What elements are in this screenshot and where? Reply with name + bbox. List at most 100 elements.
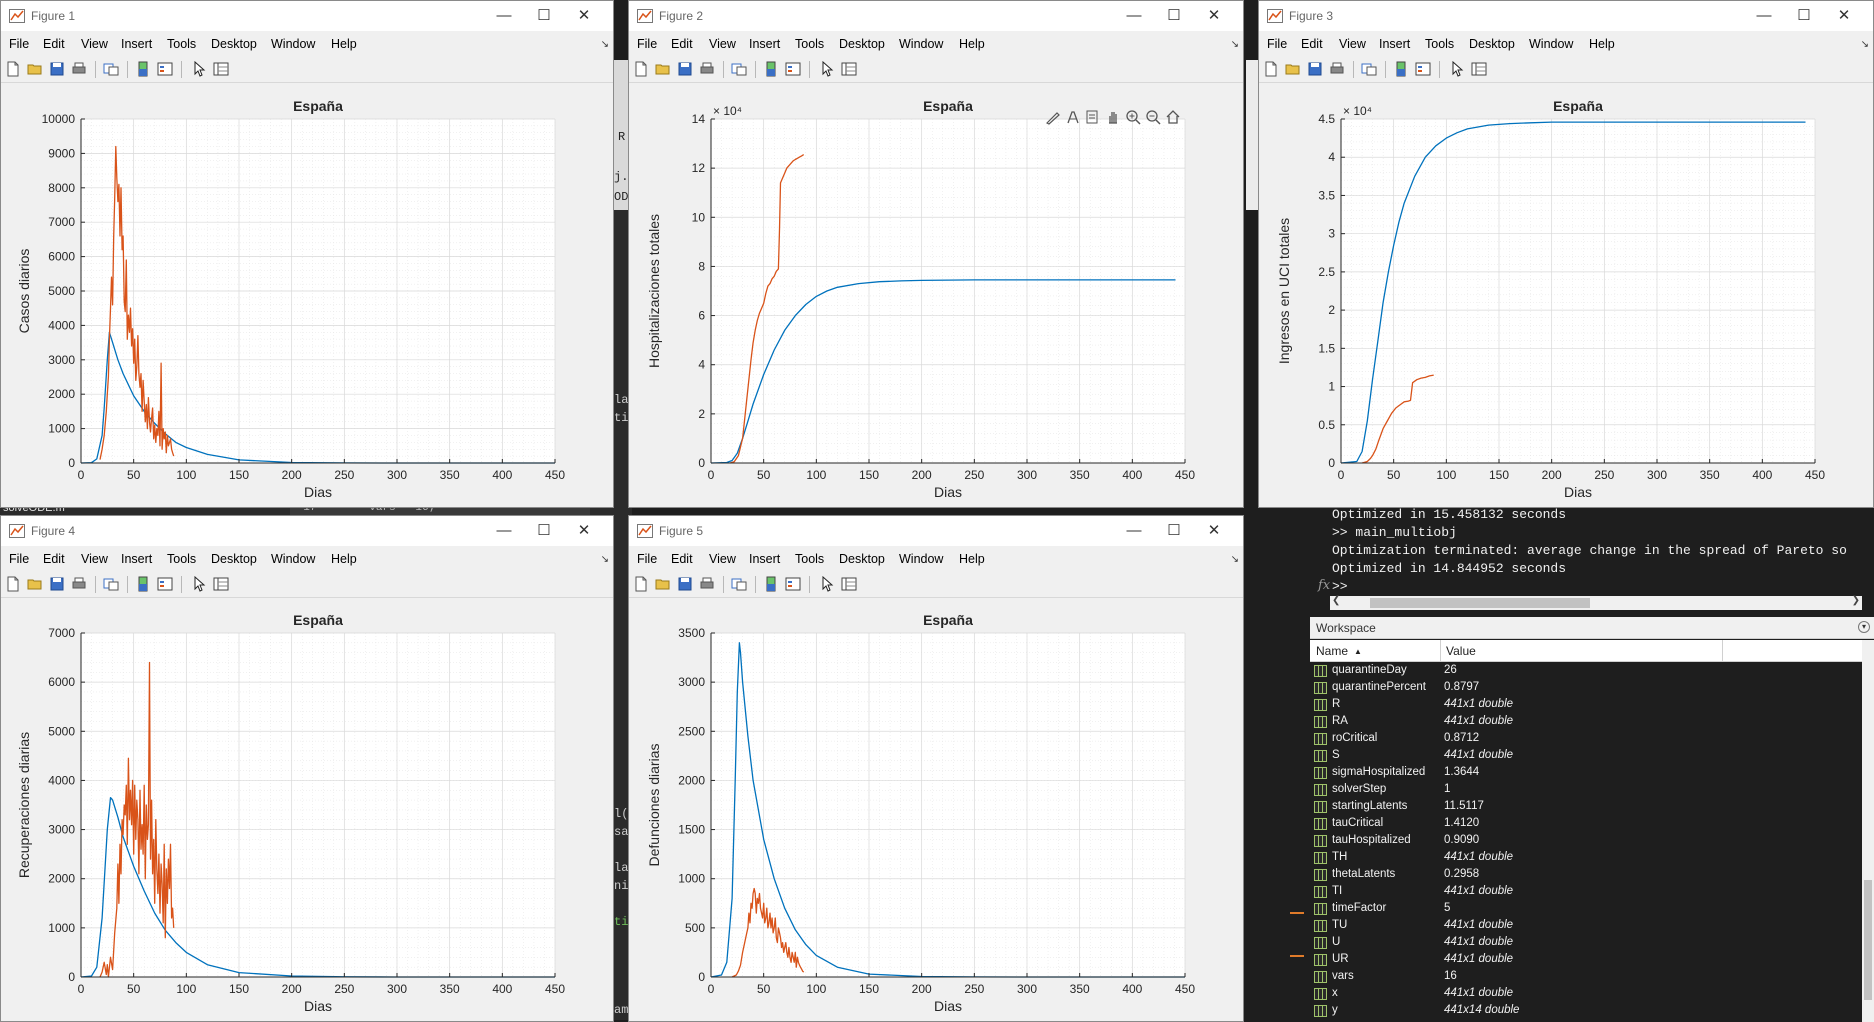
new-figure-icon[interactable] xyxy=(1263,61,1279,77)
panel-actions-icon[interactable]: ▾ xyxy=(1858,621,1870,633)
menu-window[interactable]: Window xyxy=(899,37,944,51)
property-inspector-icon[interactable] xyxy=(1471,61,1487,77)
workspace-variable-row[interactable]: S 441x1 double xyxy=(1310,748,1862,765)
colorbar-icon[interactable] xyxy=(763,61,779,77)
workspace-variable-row[interactable]: thetaLatents 0.2958 xyxy=(1310,867,1862,884)
property-inspector-icon[interactable] xyxy=(213,61,229,77)
maximize-icon[interactable]: ☐ xyxy=(537,7,551,24)
menu-edit[interactable]: Edit xyxy=(43,37,65,51)
workspace-variable-row[interactable]: R 441x1 double xyxy=(1310,697,1862,714)
menu-file[interactable]: File xyxy=(637,552,658,566)
open-file-icon[interactable] xyxy=(655,61,671,77)
menu-insert[interactable]: Insert xyxy=(121,552,153,566)
workspace-variable-row[interactable]: timeFactor 5 xyxy=(1310,901,1862,918)
menu-insert[interactable]: Insert xyxy=(1379,37,1411,51)
menu-help[interactable]: Help xyxy=(959,552,985,566)
chart-axes[interactable]: 0 50 100 150 200 250 300 350 400 450 0 1000 2000 3000… xyxy=(1,84,613,507)
edit-plot-icon[interactable] xyxy=(819,575,835,592)
property-inspector-icon[interactable] xyxy=(841,61,857,77)
figure-titlebar[interactable]: Figure 1 — ☐ ✕ xyxy=(1,1,613,31)
figure-window[interactable]: Figure 4 — ☐ ✕ File Edit View Insert Tools Deskto… xyxy=(0,515,614,1022)
property-inspector-icon[interactable] xyxy=(213,576,229,592)
print-icon[interactable] xyxy=(71,61,87,77)
figure-titlebar[interactable]: Figure 4 — ☐ ✕ xyxy=(1,516,613,546)
menu-tools[interactable]: Tools xyxy=(795,37,825,51)
new-figure-icon[interactable] xyxy=(5,576,21,592)
minimize-icon[interactable]: — xyxy=(496,7,512,24)
function-browser-icon[interactable]: fx xyxy=(1318,578,1331,593)
menu-edit[interactable]: Edit xyxy=(671,552,693,566)
chart-axes[interactable]: 0 50 100 150 200 250 300 350 400 450 0 0.5 1 1.5 2 2.5 3… xyxy=(1259,84,1873,507)
workspace-variable-row[interactable]: tauHospitalized 0.9090 xyxy=(1310,833,1862,850)
menu-help[interactable]: Help xyxy=(959,37,985,51)
menu-window[interactable]: Window xyxy=(899,552,944,566)
menu-file[interactable]: File xyxy=(1267,37,1288,51)
menu-file[interactable]: File xyxy=(637,37,658,51)
dock-arrow-icon[interactable]: ↘ xyxy=(1230,554,1239,565)
menu-insert[interactable]: Insert xyxy=(749,37,781,51)
figure-window[interactable]: Figure 5 — ☐ ✕ File Edit View Insert Tools Deskto… xyxy=(628,515,1244,1022)
workspace-scrollbar[interactable] xyxy=(1862,640,1874,1022)
menu-help[interactable]: Help xyxy=(331,552,357,566)
menu-desktop[interactable]: Desktop xyxy=(839,37,885,51)
menu-help[interactable]: Help xyxy=(331,37,357,51)
workspace-variable-row[interactable]: TU 441x1 double xyxy=(1310,918,1862,935)
workspace-variable-row[interactable]: roCritical 0.8712 xyxy=(1310,731,1862,748)
workspace-variable-row[interactable]: tauCritical 1.4120 xyxy=(1310,816,1862,833)
maximize-icon[interactable]: ☐ xyxy=(1167,7,1181,24)
legend-icon[interactable] xyxy=(157,576,173,592)
data-tip-icon[interactable] xyxy=(1065,109,1081,125)
legend-icon[interactable] xyxy=(1415,61,1431,77)
link-plot-icon[interactable] xyxy=(103,576,119,592)
legend-icon[interactable] xyxy=(785,576,801,592)
menu-window[interactable]: Window xyxy=(1529,37,1574,51)
menu-window[interactable]: Window xyxy=(271,552,316,566)
menu-file[interactable]: File xyxy=(9,552,30,566)
menu-window[interactable]: Window xyxy=(271,37,316,51)
menu-edit[interactable]: Edit xyxy=(1301,37,1323,51)
edit-plot-icon[interactable] xyxy=(191,575,207,592)
close-icon[interactable]: ✕ xyxy=(1207,7,1221,24)
maximize-icon[interactable]: ☐ xyxy=(1167,522,1181,539)
colorbar-icon[interactable] xyxy=(135,61,151,77)
link-plot-icon[interactable] xyxy=(103,61,119,77)
workspace-variable-row[interactable]: quarantineDay 26 xyxy=(1310,663,1862,680)
column-header-value[interactable]: Value xyxy=(1446,644,1476,658)
close-icon[interactable]: ✕ xyxy=(1207,522,1221,539)
open-file-icon[interactable] xyxy=(27,61,43,77)
menu-desktop[interactable]: Desktop xyxy=(1469,37,1515,51)
new-figure-icon[interactable] xyxy=(5,61,21,77)
close-icon[interactable]: ✕ xyxy=(577,7,591,24)
workspace-variable-row[interactable]: vars 16 xyxy=(1310,969,1862,986)
minimize-icon[interactable]: — xyxy=(1756,7,1772,24)
edit-plot-icon[interactable] xyxy=(819,60,835,77)
workspace-variable-row[interactable]: sigmaHospitalized 1.3644 xyxy=(1310,765,1862,782)
workspace-variable-row[interactable]: startingLatents 11.5117 xyxy=(1310,799,1862,816)
figure-window[interactable]: Figure 2 — ☐ ✕ File Edit View Insert Tools Deskto… xyxy=(628,0,1244,508)
menu-tools[interactable]: Tools xyxy=(1425,37,1455,51)
workspace-variable-row[interactable]: RA 441x1 double xyxy=(1310,714,1862,731)
menu-desktop[interactable]: Desktop xyxy=(211,552,257,566)
save-icon[interactable] xyxy=(677,61,693,77)
workspace-variable-row[interactable]: TH 441x1 double xyxy=(1310,850,1862,867)
pan-icon[interactable] xyxy=(1105,109,1121,125)
new-figure-icon[interactable] xyxy=(633,576,649,592)
menu-view[interactable]: View xyxy=(81,552,108,566)
figure-titlebar[interactable]: Figure 2 — ☐ ✕ xyxy=(629,1,1243,31)
menu-view[interactable]: View xyxy=(709,552,736,566)
command-prompt[interactable]: >> xyxy=(1332,579,1348,594)
save-icon[interactable] xyxy=(49,61,65,77)
colorbar-icon[interactable] xyxy=(763,576,779,592)
figure-window[interactable]: Figure 3 — ☐ ✕ File Edit View Insert Tools Deskto… xyxy=(1258,0,1874,508)
brush-icon[interactable] xyxy=(1045,109,1061,125)
dock-arrow-icon[interactable]: ↘ xyxy=(1860,39,1869,50)
link-plot-icon[interactable] xyxy=(1361,61,1377,77)
zoom-in-icon[interactable] xyxy=(1125,109,1141,125)
menu-view[interactable]: View xyxy=(1339,37,1366,51)
workspace-variable-row[interactable]: U 441x1 double xyxy=(1310,935,1862,952)
workspace-variable-row[interactable]: TI 441x1 double xyxy=(1310,884,1862,901)
print-icon[interactable] xyxy=(1329,61,1345,77)
new-figure-icon[interactable] xyxy=(633,61,649,77)
maximize-icon[interactable]: ☐ xyxy=(1797,7,1811,24)
command-window-scrollbar[interactable]: ❮ ❯ xyxy=(1330,595,1862,610)
